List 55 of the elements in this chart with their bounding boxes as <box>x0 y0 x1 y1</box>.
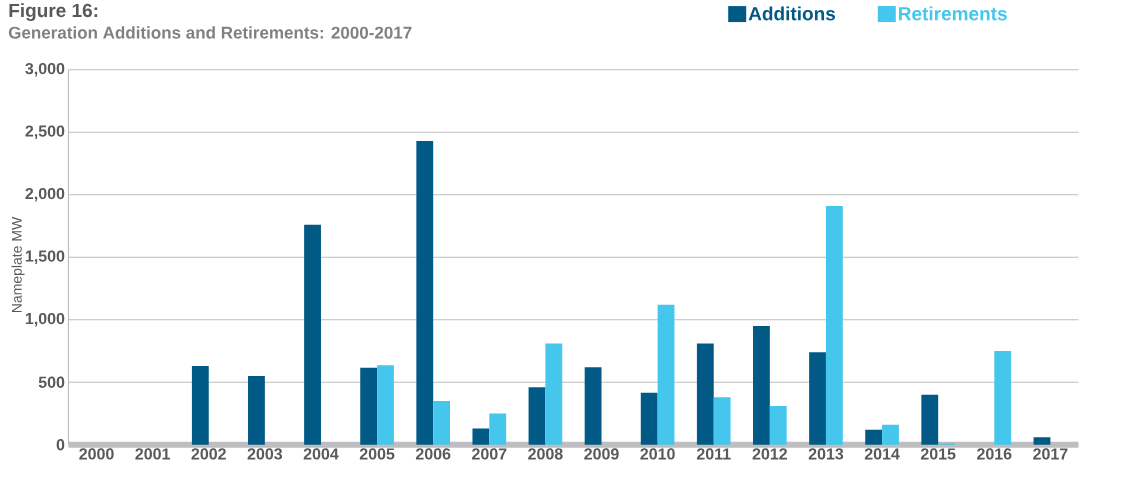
y-tick-label: 3,000 <box>25 62 65 77</box>
chart-subtitle: Generation Additions and Retirements: 2000-2017 <box>8 26 412 39</box>
bar <box>809 352 826 445</box>
bar <box>489 413 507 445</box>
x-tick-label: 2002 <box>191 448 226 460</box>
bar <box>921 394 939 445</box>
bar <box>248 375 265 445</box>
bar <box>304 224 321 445</box>
x-tick-label: 2012 <box>752 448 787 460</box>
bar <box>545 343 563 445</box>
bar <box>377 365 394 445</box>
bar <box>696 343 714 445</box>
bar <box>416 140 434 445</box>
x-tick-label: 2011 <box>696 448 731 460</box>
legend-label: Retirements <box>899 6 1007 21</box>
x-tick-label: 2015 <box>920 448 956 460</box>
chart-title: Figure 16: <box>9 3 98 21</box>
x-tick-label: 2010 <box>640 448 675 460</box>
x-tick-label: 2007 <box>472 448 507 460</box>
bar <box>994 350 1012 445</box>
x-tick-label: 2009 <box>584 448 619 460</box>
bar <box>713 397 731 445</box>
bar <box>769 405 787 445</box>
x-tick-label: 2017 <box>1033 448 1068 460</box>
x-tick-label: 2016 <box>977 448 1012 460</box>
y-tick-label: 500 <box>38 376 65 388</box>
x-tick-label: 2006 <box>415 448 451 460</box>
x-tick-label: 2005 <box>359 448 395 460</box>
bar <box>584 367 602 445</box>
y-axis-title: Nameplate MW <box>11 216 25 313</box>
bar <box>753 325 770 445</box>
bar <box>433 400 451 445</box>
x-tick-label: 2000 <box>79 448 114 460</box>
bar <box>1033 437 1051 445</box>
y-tick-label: 2,000 <box>25 187 65 202</box>
y-tick-label: 1,000 <box>25 312 65 327</box>
bar <box>191 365 209 445</box>
y-tick-label: 0 <box>56 439 65 451</box>
x-tick-label: 2001 <box>135 448 170 460</box>
bar <box>640 392 658 445</box>
x-tick-label: 2004 <box>303 448 339 460</box>
x-tick-label: 2003 <box>247 448 283 460</box>
y-tick-label: 2,500 <box>25 125 65 140</box>
bar <box>360 367 378 445</box>
bar <box>825 205 843 445</box>
bar <box>865 429 883 445</box>
x-tick-label: 2014 <box>864 448 900 460</box>
y-tick-label: 1,500 <box>25 250 65 265</box>
legend-label: Additions <box>748 6 836 21</box>
bar <box>882 424 899 445</box>
x-tick-label: 2008 <box>528 448 563 460</box>
bar <box>528 387 546 445</box>
bar <box>472 428 490 445</box>
x-tick-label: 2013 <box>808 448 844 460</box>
bar <box>657 304 675 445</box>
